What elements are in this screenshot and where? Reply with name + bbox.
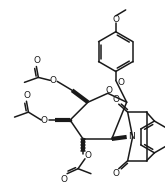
Text: O: O: [105, 86, 112, 95]
Text: N: N: [128, 132, 135, 142]
Text: O: O: [112, 169, 119, 178]
Text: O: O: [34, 56, 41, 65]
Text: O: O: [50, 76, 57, 85]
Text: O: O: [84, 151, 91, 160]
Text: O: O: [24, 91, 31, 100]
Text: O: O: [61, 175, 68, 184]
Text: O: O: [112, 95, 119, 104]
Text: O: O: [41, 116, 48, 125]
Text: O: O: [112, 15, 119, 24]
Text: O: O: [117, 78, 124, 87]
